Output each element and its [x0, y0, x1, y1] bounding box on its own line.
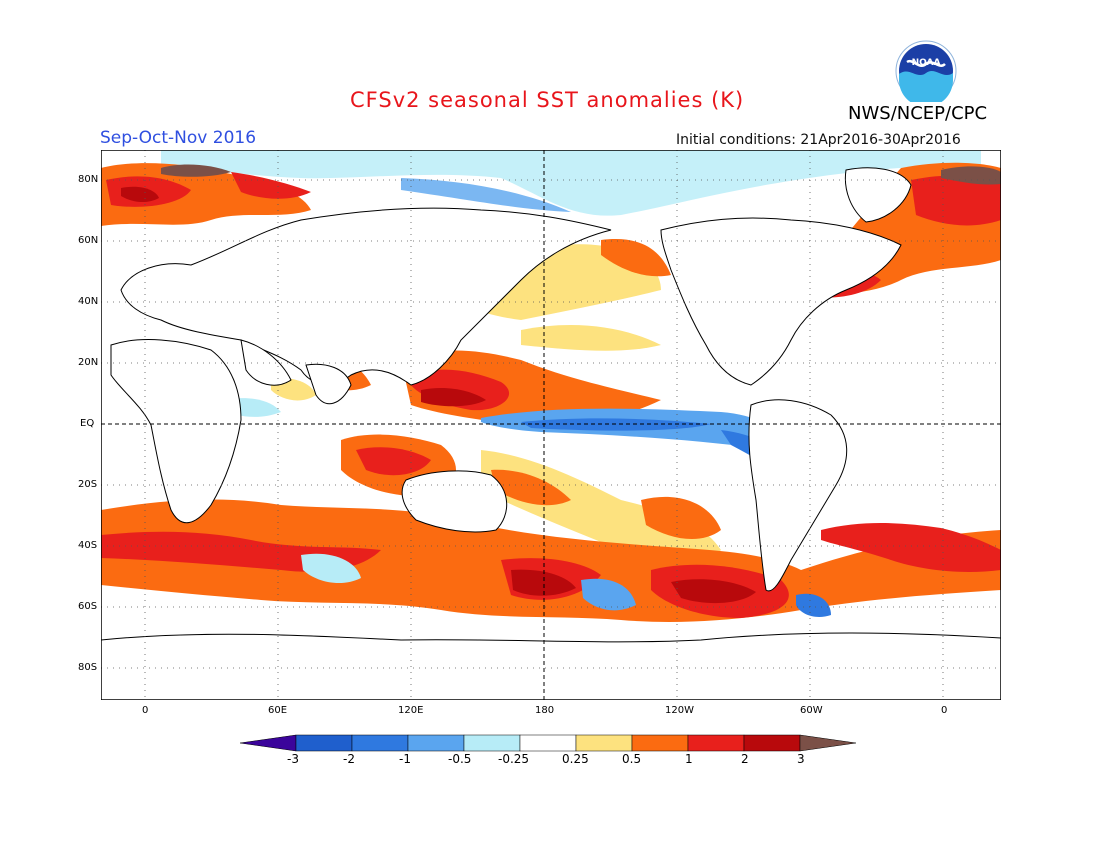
color-legend-bar — [240, 734, 857, 752]
svg-text:NOAA: NOAA — [912, 58, 941, 68]
colorbar-segment — [575, 734, 633, 752]
agency-label: NWS/NCEP/CPC — [848, 103, 988, 124]
colorbar-label: 3 — [797, 752, 805, 766]
lat-label: EQ — [80, 418, 95, 429]
colorbar-segment — [519, 734, 577, 752]
lon-label: 180 — [535, 705, 555, 716]
lon-label: 120E — [398, 705, 424, 716]
lat-label: 60N — [78, 235, 99, 246]
colorbar-label: 0.5 — [622, 752, 642, 766]
colorbar-label: -0.25 — [498, 752, 530, 766]
colorbar-segment — [631, 734, 689, 752]
colorbar-label: -1 — [399, 752, 411, 766]
equator-dateline — [101, 150, 1001, 700]
colorbar-label: 0.25 — [562, 752, 589, 766]
lat-label: 20S — [78, 479, 98, 490]
colorbar-label: -3 — [287, 752, 299, 766]
colorbar-label: -2 — [343, 752, 355, 766]
lon-label: 60E — [268, 705, 288, 716]
colorbar-segment — [351, 734, 409, 752]
colorbar-segment — [687, 734, 745, 752]
colorbar-segment — [463, 734, 521, 752]
sst-anomaly-map — [101, 150, 1001, 700]
colorbar-label: 1 — [685, 752, 693, 766]
lon-label: 60W — [800, 705, 823, 716]
colorbar-max-triangle — [799, 734, 857, 752]
map-title: CFSv2 seasonal SST anomalies (K) — [350, 88, 745, 112]
land-outlines — [101, 167, 1001, 700]
lon-label: 0 — [941, 705, 948, 716]
lat-label: 60S — [78, 601, 98, 612]
lat-label: 40S — [78, 540, 98, 551]
lon-label: 0 — [142, 705, 149, 716]
colorbar-segment — [295, 734, 353, 752]
initial-conditions-label: Initial conditions: 21Apr2016-30Apr2016 — [676, 132, 961, 148]
noaa-logo-icon: NOAA — [895, 40, 957, 102]
lat-label: 40N — [78, 296, 99, 307]
season-label: Sep-Oct-Nov 2016 — [100, 128, 257, 148]
colorbar-segment — [743, 734, 801, 752]
colorbar-label: 2 — [741, 752, 749, 766]
lat-label: 80S — [78, 662, 98, 673]
colorbar-min-triangle — [240, 734, 297, 752]
lat-label: 80N — [78, 174, 99, 185]
grid-lines — [101, 150, 1001, 700]
colorbar-label: -0.5 — [448, 752, 472, 766]
colorbar-segment — [407, 734, 465, 752]
lat-label: 20N — [78, 357, 99, 368]
lon-label: 120W — [665, 705, 694, 716]
